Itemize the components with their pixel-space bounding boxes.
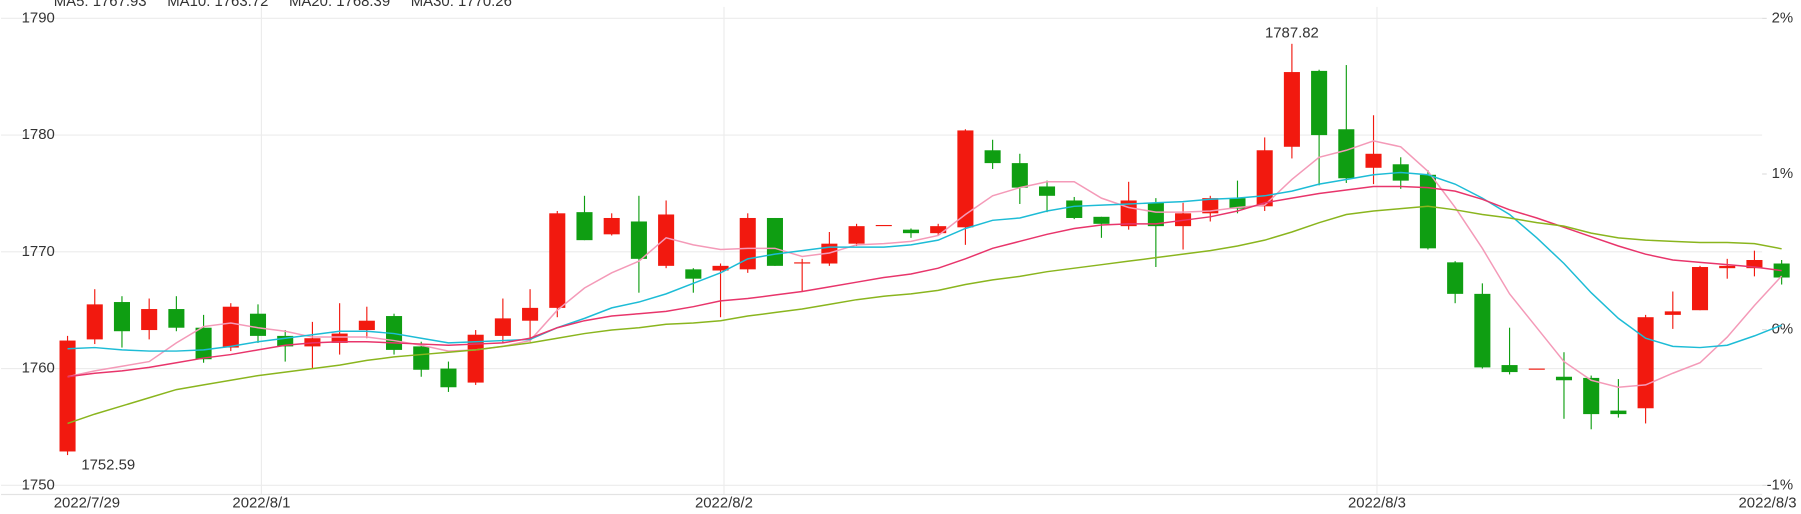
- ma-line: [67, 140, 1783, 389]
- candle-body: [576, 212, 593, 241]
- candle-body: [86, 304, 103, 340]
- candle-body: [1147, 202, 1164, 227]
- candle-body: [1038, 186, 1056, 196]
- y-tick-label: 1760: [22, 361, 55, 377]
- candle-body: [1256, 150, 1273, 207]
- candle-body: [113, 302, 130, 332]
- candle-body: [59, 340, 76, 452]
- candle-body: [712, 265, 729, 271]
- candle-body: [1365, 153, 1382, 168]
- candle-body: [1583, 377, 1600, 415]
- candle-body: [1229, 198, 1246, 209]
- candle-body: [1474, 293, 1491, 368]
- candle-body: [1719, 265, 1736, 269]
- candle-body: [494, 318, 511, 336]
- candle-body: [1610, 410, 1627, 415]
- candle-body: [413, 346, 430, 370]
- legend-entry: MA5: 1767.93: [54, 0, 147, 10]
- candle-body: [630, 221, 647, 259]
- x-tick-label: 2022/8/3: [1739, 496, 1797, 512]
- ma-line: [67, 171, 1782, 352]
- candle-body: [1093, 216, 1110, 224]
- legend-entry: MA20: 1768.39: [289, 0, 390, 10]
- x-tick-label: 2022/7/29: [54, 496, 120, 512]
- candle-body: [440, 368, 457, 388]
- candle-body: [848, 226, 865, 244]
- x-tick-label: 2022/8/3: [1348, 496, 1406, 512]
- candle-body: [1447, 262, 1464, 294]
- y2-tick-label: 1%: [1772, 166, 1794, 182]
- candle-body: [794, 262, 811, 264]
- candle-body: [1202, 198, 1219, 214]
- candle-body: [1691, 267, 1709, 311]
- candle-body: [1555, 376, 1573, 381]
- candle-body: [331, 333, 348, 343]
- y-tick-label: 1770: [22, 244, 55, 260]
- candle-body: [1120, 200, 1137, 227]
- candle-body: [603, 217, 620, 235]
- candle-body: [358, 320, 375, 331]
- candle-body: [1419, 174, 1436, 249]
- y-tick-label: 1780: [22, 127, 55, 143]
- candle-body: [549, 213, 566, 308]
- candle-body: [168, 309, 185, 328]
- ma-line: [67, 205, 1782, 425]
- candle-body: [1338, 129, 1355, 179]
- candle-body: [875, 224, 892, 227]
- legend-entry: MA30: 1770.26: [411, 0, 512, 10]
- candle-body: [902, 229, 920, 234]
- max-label: 1787.82: [1265, 25, 1319, 41]
- candle-body: [1066, 200, 1083, 218]
- candle-body: [658, 214, 675, 266]
- y-tick-label: 1750: [22, 477, 55, 493]
- candle-body: [1746, 260, 1763, 269]
- candle-body: [1528, 368, 1545, 370]
- candle-body: [685, 269, 702, 279]
- candle-body: [984, 150, 1001, 164]
- ma-line: [67, 185, 1782, 378]
- candle-body: [1501, 365, 1518, 373]
- candle-body: [1637, 317, 1654, 409]
- candle-body: [195, 327, 212, 360]
- candle-body: [739, 217, 756, 270]
- candle-body: [1664, 311, 1681, 315]
- candle-body: [467, 334, 484, 383]
- y2-tick-label: 0%: [1772, 322, 1794, 338]
- candle-body: [522, 307, 539, 321]
- candle-body: [141, 309, 158, 331]
- y-tick-label: 1790: [22, 10, 55, 26]
- min-label: 1752.59: [81, 457, 135, 473]
- candle-body: [930, 226, 947, 234]
- candle-body: [277, 335, 294, 347]
- candle-body: [1283, 72, 1300, 147]
- x-tick-label: 2022/8/2: [695, 496, 753, 512]
- legend-entry: MA10: 1763.72: [167, 0, 268, 10]
- y2-tick-label: 2%: [1772, 10, 1794, 26]
- candle-body: [249, 313, 267, 336]
- candle-body: [766, 217, 783, 266]
- candle-body: [222, 306, 239, 348]
- candle-body: [1011, 163, 1028, 188]
- candle-body: [957, 130, 974, 228]
- x-tick-label: 2022/8/1: [232, 496, 290, 512]
- y2-tick-label: -1%: [1767, 477, 1794, 493]
- candle-body: [1311, 70, 1328, 136]
